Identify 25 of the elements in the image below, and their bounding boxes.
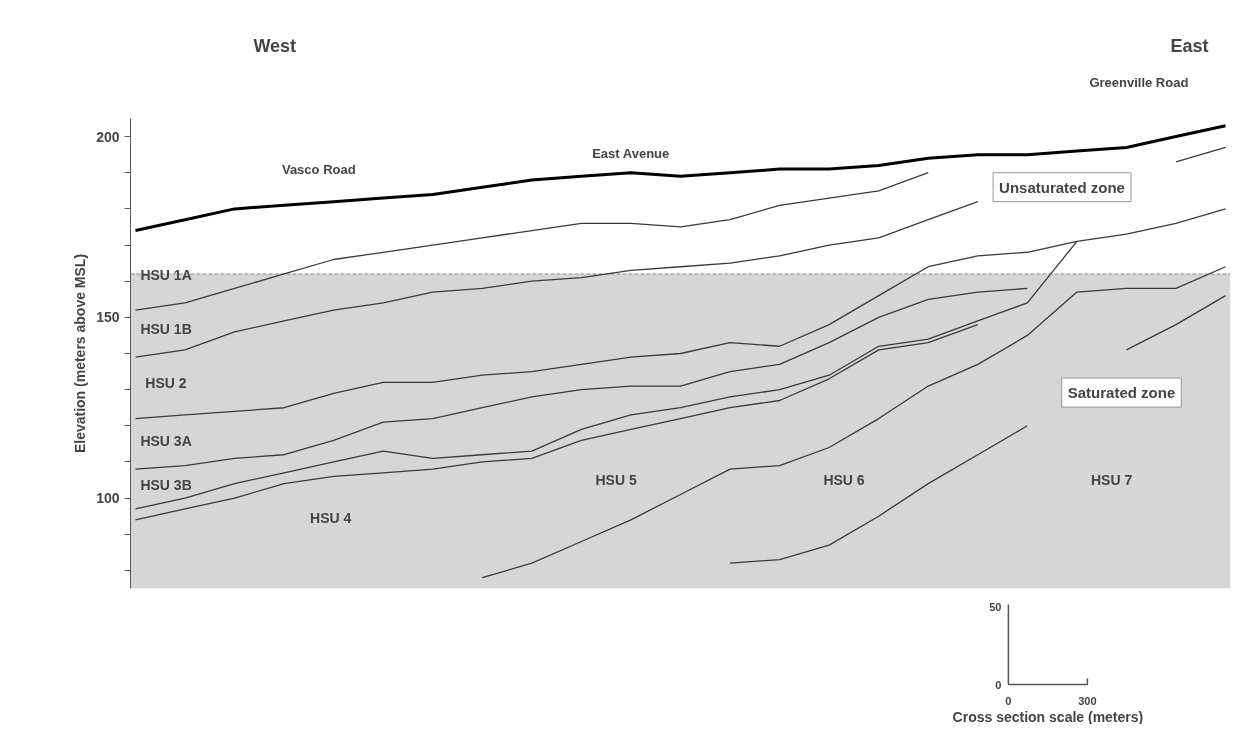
- annotation: HSU 3B: [140, 477, 192, 494]
- annotation: HSU 5: [595, 472, 637, 489]
- annotation: HSU 7: [1090, 472, 1133, 489]
- y-axis-title: Elevation (meters above MSL): [72, 253, 89, 454]
- annotation: Unsaturated zone: [999, 178, 1125, 196]
- annotation: HSU 4: [310, 509, 352, 526]
- annotation: HSU 6: [823, 472, 865, 489]
- y-tick-label: 100: [96, 490, 120, 507]
- text: 300: [1078, 694, 1097, 707]
- text: West: [253, 35, 297, 56]
- text: East: [1170, 35, 1209, 56]
- y-tick-label: 150: [96, 309, 120, 326]
- text: 50: [989, 600, 1002, 613]
- annotation: East Avenue: [592, 145, 670, 161]
- annotation: HSU 3A: [140, 433, 192, 450]
- y-tick-label: 200: [96, 128, 120, 145]
- text: Greenville Road: [1089, 75, 1189, 90]
- annotation: HSU 1B: [140, 320, 192, 337]
- text: 0: [995, 678, 1002, 691]
- annotation: HSU 2: [145, 374, 187, 391]
- text: Cross section scale (meters): [952, 708, 1144, 725]
- annotation: Vasco Road: [281, 162, 356, 178]
- text: 0: [1005, 694, 1012, 707]
- annotation: HSU 1A: [140, 267, 192, 284]
- band-label: Saturated zone: [1067, 384, 1176, 402]
